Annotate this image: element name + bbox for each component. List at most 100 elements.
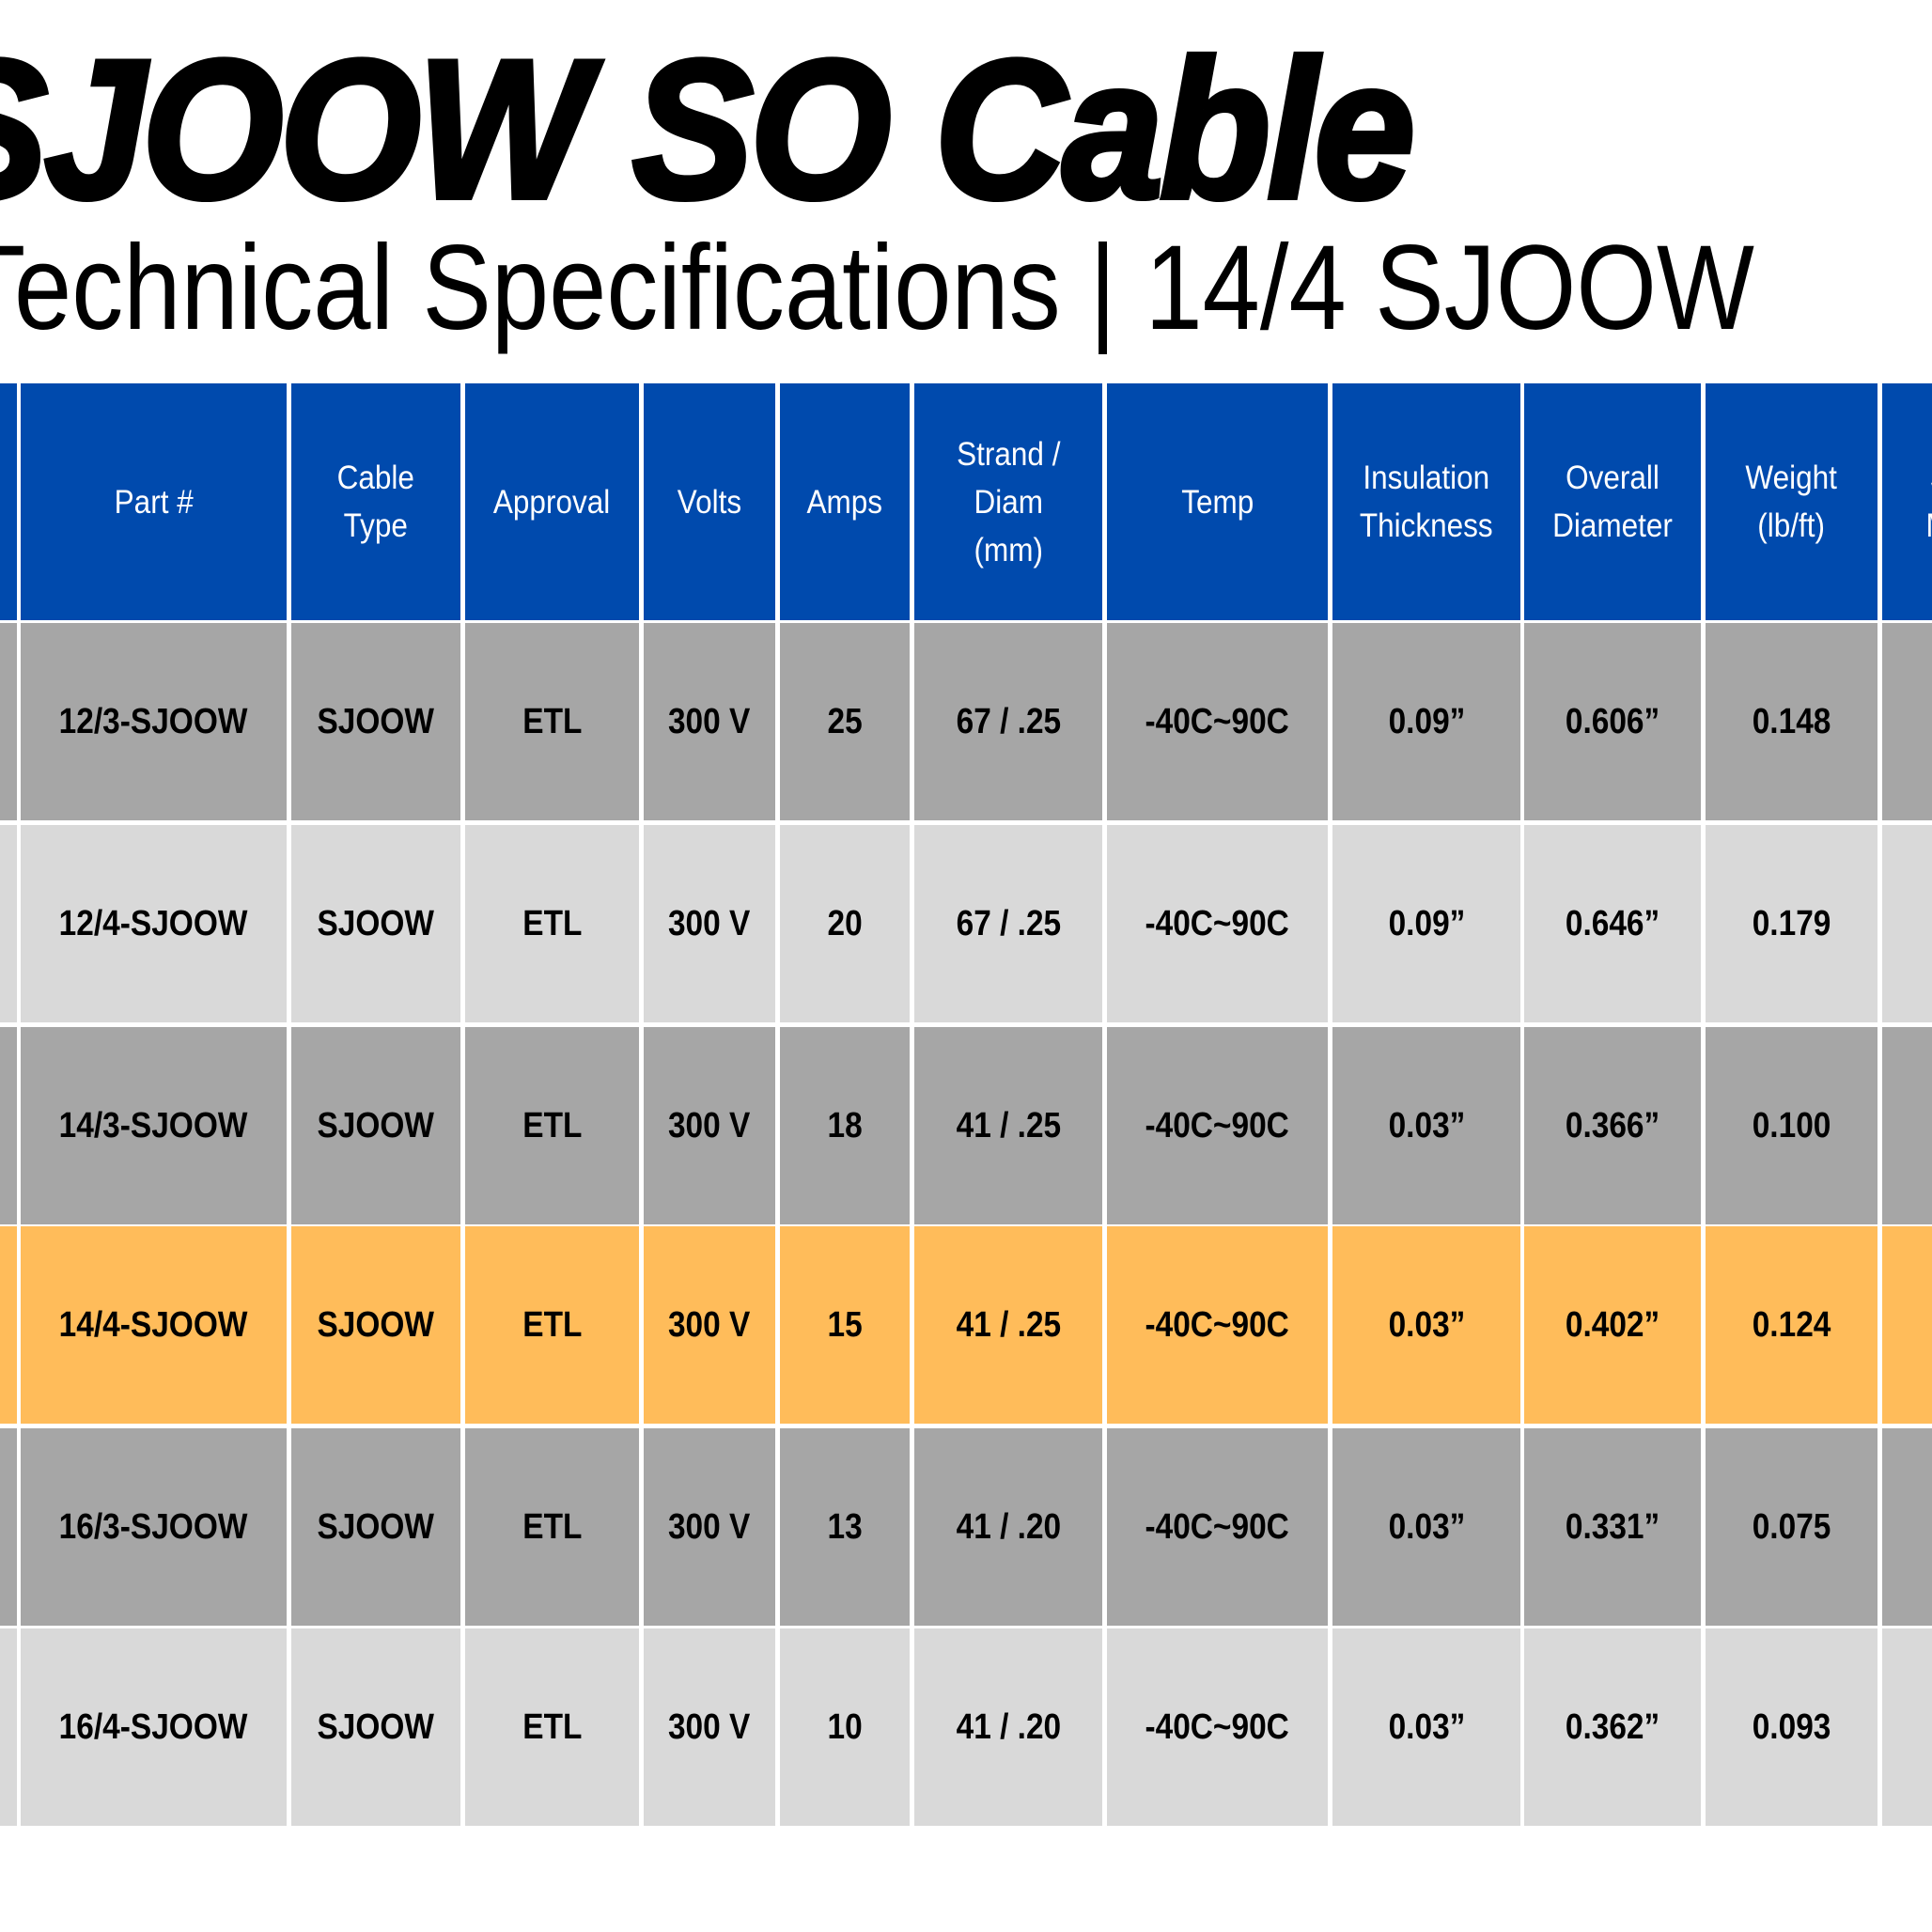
column-header-label: Cable Type [336, 460, 415, 544]
table-cell-approval: ETL [465, 1027, 639, 1224]
table-cell-amps: 13 [780, 1428, 910, 1626]
table-cell-jacket-material [1882, 623, 1932, 820]
column-header-label: Weight (lb/ft) [1745, 460, 1838, 544]
cell-value: 41 / .20 [956, 1506, 1061, 1547]
table-cell-overall-diameter: 0.366” [1524, 1027, 1701, 1224]
cell-value: ETL [522, 701, 583, 741]
column-header-label: Strand / Diam (mm) [956, 435, 1061, 569]
table-cell-temp: -40C~90C [1107, 1628, 1328, 1826]
cell-value: 16/4-SJOOW [59, 1706, 248, 1747]
table-cell-index [0, 623, 17, 820]
column-header-cable-type: Cable Type [291, 383, 460, 620]
table-cell-volts: 300 V [644, 1226, 775, 1424]
column-header-insulation-thickness: Insulation Thickness [1332, 383, 1520, 620]
table-cell-weight: 0.075 [1706, 1428, 1877, 1626]
cell-value: 0.646” [1565, 903, 1660, 943]
table-cell-weight: 0.179 [1706, 825, 1877, 1022]
column-header-temp: Temp [1107, 383, 1328, 620]
table-cell-amps: 25 [780, 623, 910, 820]
cell-value: SJOOW [317, 701, 435, 741]
page-subtitle: Technical Specifications | 14/4 SJOOW [0, 221, 1754, 355]
table-cell-overall-diameter: 0.331” [1524, 1428, 1701, 1626]
column-header-label: Overall Diameter [1552, 460, 1673, 544]
cell-value: 13 [827, 1506, 863, 1547]
column-header-weight: Weight (lb/ft) [1706, 383, 1877, 620]
cell-value: 0.03” [1388, 1105, 1465, 1145]
cell-value: 300 V [668, 701, 751, 741]
table-cell-overall-diameter: 0.402” [1524, 1226, 1701, 1424]
column-header-label: Amps [806, 483, 883, 521]
cell-value: ETL [522, 1506, 583, 1547]
cell-value: 300 V [668, 1506, 751, 1547]
column-header-part-number: Part # [21, 383, 287, 620]
column-header-strand-diam: Strand / Diam (mm) [914, 383, 1102, 620]
cell-value: ETL [522, 1105, 583, 1145]
cell-value: 12/3-SJOOW [59, 701, 248, 741]
table-cell-cable-type: SJOOW [291, 1628, 460, 1826]
table-cell-volts: 300 V [644, 1628, 775, 1826]
cell-value: 300 V [668, 1105, 751, 1145]
column-header-jacket-material: J M [1882, 383, 1932, 620]
cell-value: 300 V [668, 1706, 751, 1747]
column-header-label: Approval [493, 483, 611, 521]
table-cell-volts: 300 V [644, 623, 775, 820]
cell-value: SJOOW [317, 903, 435, 943]
cell-value: 41 / .25 [956, 1304, 1061, 1345]
table-cell-index [0, 1027, 17, 1224]
table-cell-temp: -40C~90C [1107, 1226, 1328, 1424]
table-cell-strand-diam: 41 / .20 [914, 1628, 1102, 1826]
cell-value: 20 [827, 903, 863, 943]
cell-value: -40C~90C [1145, 1506, 1290, 1547]
cell-value: ETL [522, 903, 583, 943]
page-title: SJOOW SO Cable [0, 19, 1418, 240]
table-cell-insulation-thickness: 0.03” [1332, 1226, 1520, 1424]
cell-value: 0.09” [1388, 903, 1465, 943]
table-cell-index [0, 1428, 17, 1626]
table-cell-overall-diameter: 0.362” [1524, 1628, 1701, 1826]
cell-value: 12/4-SJOOW [59, 903, 248, 943]
cell-value: 0.03” [1388, 1304, 1465, 1345]
table-cell-temp: -40C~90C [1107, 623, 1328, 820]
table-cell-jacket-material [1882, 1428, 1932, 1626]
table-cell-amps: 10 [780, 1628, 910, 1826]
cell-value: 300 V [668, 903, 751, 943]
cell-value: ETL [522, 1304, 583, 1345]
cell-value: SJOOW [317, 1706, 435, 1747]
cell-value: 14/3-SJOOW [59, 1105, 248, 1145]
cell-value: -40C~90C [1145, 1706, 1290, 1747]
table-cell-index [0, 1226, 17, 1424]
table-cell-insulation-thickness: 0.03” [1332, 1027, 1520, 1224]
column-header-label: Temp [1180, 483, 1254, 521]
table-cell-jacket-material [1882, 1628, 1932, 1826]
cell-value: 0.09” [1388, 701, 1465, 741]
table-cell-temp: -40C~90C [1107, 825, 1328, 1022]
table-cell-cable-type: SJOOW [291, 623, 460, 820]
column-header-index: # [0, 383, 17, 620]
spec-table: # Part # Cable Type Approval Volts Amps Strand… [0, 381, 1932, 1828]
table-cell-approval: ETL [465, 623, 639, 820]
table-cell-temp: -40C~90C [1107, 1428, 1328, 1626]
table-cell-overall-diameter: 0.606” [1524, 623, 1701, 820]
column-header-volts: Volts [644, 383, 775, 620]
cell-value: 0.179 [1752, 903, 1831, 943]
table-cell-weight: 0.093 [1706, 1628, 1877, 1826]
cell-value: -40C~90C [1145, 1304, 1290, 1345]
table-cell-approval: ETL [465, 1226, 639, 1424]
cell-value: 25 [827, 701, 863, 741]
table-cell-temp: -40C~90C [1107, 1027, 1328, 1224]
table-cell-amps: 20 [780, 825, 910, 1022]
table-cell-cable-type: SJOOW [291, 1027, 460, 1224]
table-cell-part-number: 16/3-SJOOW [21, 1428, 287, 1626]
cell-value: -40C~90C [1145, 903, 1290, 943]
table-cell-weight: 0.148 [1706, 623, 1877, 820]
cell-value: 15 [827, 1304, 863, 1345]
cell-value: 18 [827, 1105, 863, 1145]
column-header-label: Volts [677, 483, 742, 521]
cell-value: 0.093 [1752, 1706, 1831, 1747]
cell-value: 0.100 [1752, 1105, 1831, 1145]
table-cell-index [0, 825, 17, 1022]
cell-value: -40C~90C [1145, 1105, 1290, 1145]
cell-value: SJOOW [317, 1304, 435, 1345]
column-header-amps: Amps [780, 383, 910, 620]
column-header-overall-diameter: Overall Diameter [1524, 383, 1701, 620]
